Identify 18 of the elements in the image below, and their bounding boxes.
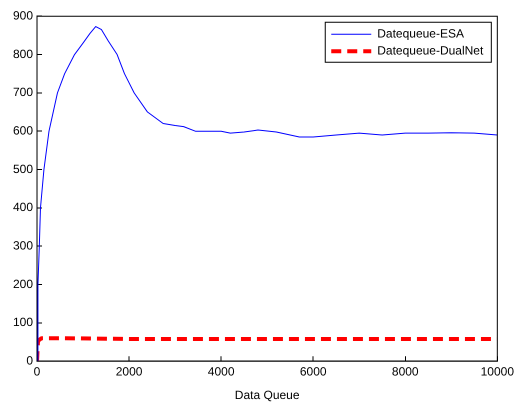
x-tick-label: 10000 [480,364,514,379]
x-tick-label: 8000 [392,364,419,379]
y-tick-label: 100 [12,315,34,330]
y-tick-label: 700 [12,85,34,100]
y-tick-label: 600 [12,124,34,138]
y-tick-label: 900 [12,8,34,23]
y-tick-label: 0 [26,354,34,368]
y-tick-label: 400 [12,200,34,214]
x-tick-label: 2000 [116,364,143,379]
x-axis-title: Data Queue [234,388,300,402]
x-tick-label: 6000 [300,364,327,379]
y-tick-label: 800 [12,46,34,61]
x-tick-label: 4000 [208,364,235,379]
y-tick-label: 300 [12,238,34,253]
legend-label: Datequeue-ESA [377,26,464,41]
y-tick-label: 500 [12,162,34,176]
legend-label: Datequeue-DualNet [377,44,484,58]
y-tick-label: 200 [12,276,34,291]
